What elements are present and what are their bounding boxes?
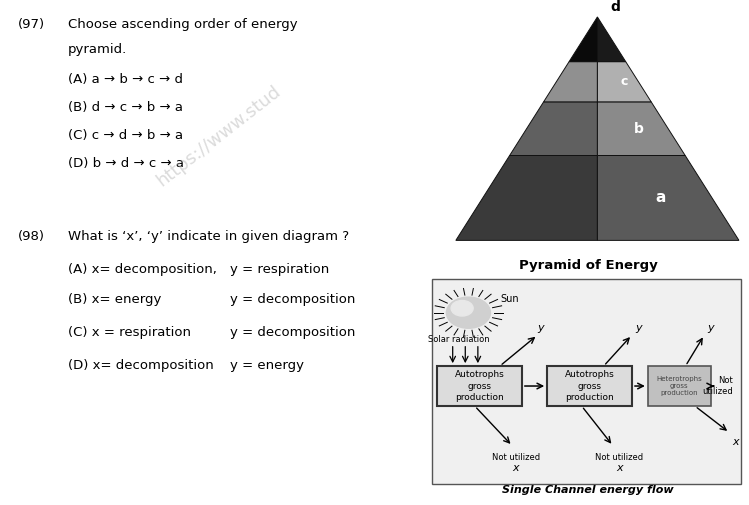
Polygon shape [509, 102, 598, 156]
Circle shape [451, 300, 473, 316]
Text: Pyramid of Energy: Pyramid of Energy [518, 260, 658, 272]
Text: Sun: Sun [500, 294, 518, 305]
Text: c: c [620, 75, 628, 88]
Text: Autotrophs
gross
production: Autotrophs gross production [455, 371, 504, 401]
Text: x: x [512, 463, 519, 473]
Polygon shape [598, 156, 739, 240]
Polygon shape [544, 62, 598, 102]
Text: (C) c → d → b → a: (C) c → d → b → a [68, 129, 183, 142]
Text: b: b [634, 122, 644, 136]
Text: What is ‘x’, ‘y’ indicate in given diagram ?: What is ‘x’, ‘y’ indicate in given diagr… [68, 230, 349, 243]
Polygon shape [598, 62, 651, 102]
Text: (97): (97) [17, 18, 45, 31]
Text: y = decomposition: y = decomposition [230, 293, 356, 306]
Polygon shape [456, 156, 598, 240]
FancyBboxPatch shape [648, 366, 711, 406]
Text: x: x [733, 436, 739, 446]
Text: (D) x= decomposition: (D) x= decomposition [68, 359, 213, 372]
Text: d: d [610, 0, 620, 14]
Text: x: x [616, 463, 622, 473]
FancyBboxPatch shape [547, 366, 632, 406]
Text: (A) a → b → c → d: (A) a → b → c → d [68, 73, 183, 86]
Text: (B) x= energy: (B) x= energy [68, 293, 161, 306]
FancyBboxPatch shape [432, 279, 741, 484]
Text: Not utilized: Not utilized [595, 452, 643, 462]
Text: Solar radiation: Solar radiation [428, 335, 490, 344]
Text: Not utilized: Not utilized [491, 452, 540, 462]
Text: y = respiration: y = respiration [230, 263, 330, 276]
Polygon shape [569, 17, 598, 62]
Text: (D) b → d → c → a: (D) b → d → c → a [68, 157, 184, 170]
Polygon shape [598, 102, 685, 156]
Text: y: y [635, 323, 642, 333]
Text: (B) d → c → b → a: (B) d → c → b → a [68, 101, 183, 114]
Text: Choose ascending order of energy: Choose ascending order of energy [68, 18, 297, 31]
Text: (98): (98) [17, 230, 44, 243]
Text: (C) x = respiration: (C) x = respiration [68, 326, 191, 339]
Text: y: y [707, 323, 714, 333]
Text: y = decomposition: y = decomposition [230, 326, 356, 339]
Text: Not
utilized: Not utilized [702, 376, 733, 396]
Text: y: y [538, 323, 544, 333]
Text: Autotrophs
gross
production: Autotrophs gross production [565, 371, 614, 401]
Text: Heterotrophs
gross
production: Heterotrophs gross production [656, 376, 702, 396]
FancyBboxPatch shape [437, 366, 522, 406]
Text: Single Channel energy flow: Single Channel energy flow [502, 485, 674, 495]
Text: (A) x= decomposition,: (A) x= decomposition, [68, 263, 216, 276]
Circle shape [446, 297, 491, 328]
Text: https://www.stud: https://www.stud [154, 82, 285, 190]
Text: a: a [656, 190, 666, 206]
Polygon shape [598, 17, 625, 62]
Text: pyramid.: pyramid. [68, 43, 127, 56]
Text: y = energy: y = energy [230, 359, 304, 372]
